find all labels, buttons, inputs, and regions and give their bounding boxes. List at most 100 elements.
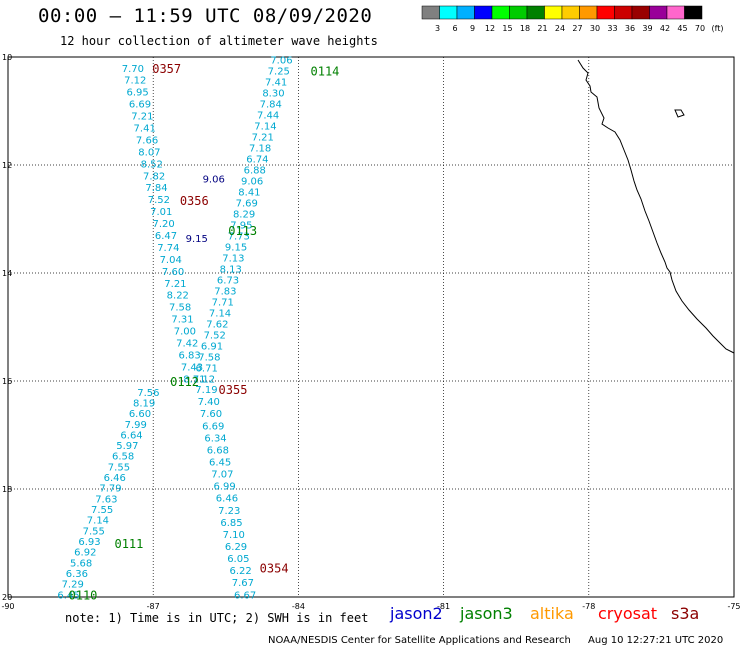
wave-height-value: 6.60	[129, 409, 151, 420]
wave-height-value: 7.14	[87, 516, 109, 527]
wave-height-value: 8.13	[220, 264, 242, 275]
scale-label: 9	[470, 24, 475, 33]
wave-height-value: 7.52	[204, 330, 226, 341]
lon-tick-label: -78	[582, 602, 595, 611]
wave-height-value: 6.93	[78, 537, 100, 548]
scale-swatch	[684, 5, 703, 20]
scale-label: 30	[590, 24, 600, 33]
wave-height-value: 7.99	[125, 420, 147, 431]
wave-height-value: 6.99	[214, 482, 236, 493]
wave-height-value: 7.07	[211, 470, 233, 481]
wave-height-value: 7.40	[198, 397, 220, 408]
scale-swatch	[491, 5, 510, 20]
wave-height-value: 7.55	[83, 526, 105, 537]
wave-height-value: 7.31	[171, 315, 193, 326]
wave-height-value: 7.25	[268, 67, 290, 78]
lat-tick-label: 16	[2, 377, 12, 386]
lon-tick-label: -81	[437, 602, 450, 611]
wave-height-value: 6.45	[209, 458, 231, 469]
graticule	[8, 57, 734, 597]
footer-timestamp: Aug 10 12:27:21 UTC 2020	[588, 635, 724, 646]
footnote: note: 1) Time is in UTC; 2) SWH is in fe…	[65, 611, 369, 625]
pass-id-label: 0114	[311, 65, 340, 79]
scale-swatch	[544, 5, 563, 20]
wave-height-value: 8.22	[167, 291, 189, 302]
scale-label: 3	[435, 24, 440, 33]
wave-height-value: 6.58	[112, 452, 134, 463]
page-subtitle: 12 hour collection of altimeter wave hei…	[60, 34, 378, 48]
wave-height-value: 7.69	[236, 199, 258, 210]
track-0357: 7.707.126.956.697.217.417.668.078.527.82…	[122, 64, 206, 385]
wave-height-value: 7.60	[162, 267, 184, 278]
lat-tick-label: 12	[2, 161, 12, 170]
lon-tick-label: -84	[292, 602, 305, 611]
track-0112: 7.568.196.607.996.645.976.587.556.467.79…	[57, 388, 159, 602]
wave-height-high-value: 9.06	[203, 175, 225, 186]
scale-swatch	[596, 5, 615, 20]
wave-height-value: 7.14	[254, 122, 276, 133]
pass-labels: 0357 0114 0356 0113 0112 0355 0111 0354 0110	[69, 62, 340, 602]
wave-height-value: 6.69	[202, 421, 224, 432]
wave-height-value: 6.95	[126, 88, 148, 99]
wave-height-value: 7.84	[145, 183, 167, 194]
wave-height-value: 7.79	[99, 484, 121, 495]
wave-height-value: 7.21	[252, 133, 274, 144]
wave-height-value: 7.71	[212, 297, 234, 308]
wave-height-value: 7.82	[143, 171, 165, 182]
scale-label: 27	[572, 24, 582, 33]
map-frame	[7, 56, 735, 598]
scale-label: 36	[625, 24, 635, 33]
pass-id-label: 0110	[69, 588, 98, 602]
wave-height-value: 8.41	[238, 188, 260, 199]
scale-label: 15	[502, 24, 512, 33]
scale-label: 18	[520, 24, 530, 33]
wave-height-value: 6.34	[204, 433, 226, 444]
wave-height-value: 7.41	[265, 78, 287, 89]
footer-credit: NOAA/NESDIS Center for Satellite Applica…	[268, 635, 723, 646]
pass-id-label: 0111	[114, 537, 143, 551]
pass-id-label: 0112	[170, 375, 199, 389]
wave-height-value: 6.68	[207, 445, 229, 456]
wave-height-value: 7.55	[108, 462, 130, 473]
scale-swatch	[649, 5, 668, 20]
legend-jason2: jason2	[390, 604, 443, 623]
footer-agency: NOAA/NESDIS Center for Satellite Applica…	[268, 635, 571, 646]
wave-height-value: 7.29	[62, 580, 84, 591]
track-0114: 7.067.257.418.307.847.447.147.217.186.74…	[193, 56, 293, 386]
scale-label: 6	[452, 24, 457, 33]
wave-height-value: 7.20	[152, 219, 174, 230]
pass-id-label: 0355	[219, 383, 248, 397]
wave-height-value: 7.18	[249, 144, 271, 155]
wave-height-value: 7.58	[169, 303, 191, 314]
wave-height-value: 7.01	[150, 207, 172, 218]
wave-height-value: 6.73	[217, 275, 239, 286]
wave-height-high-value: 9.15	[186, 234, 208, 245]
wave-height-value: 7.58	[198, 352, 220, 363]
legend-s3a: s3a	[671, 604, 700, 623]
wave-height-value: 7.19	[195, 385, 217, 396]
wave-height-value: 7.21	[131, 112, 153, 123]
wave-height-value: 6.46	[104, 473, 126, 484]
wave-height-value: 9.06	[241, 177, 263, 188]
wave-height-value: 6.29	[225, 542, 247, 553]
wave-height-value: 7.63	[95, 494, 117, 505]
wave-height-value: 6.47	[155, 231, 177, 242]
wave-height-value: 7.12	[124, 76, 146, 87]
pass-id-label: 0357	[152, 62, 181, 76]
wave-height-value: 7.55	[91, 505, 113, 516]
wave-height-value: 6.67	[234, 590, 256, 601]
wave-height-value: 7.67	[232, 578, 254, 589]
wave-height-value: 5.68	[70, 558, 92, 569]
wave-height-value: 6.05	[227, 554, 249, 565]
lat-tick-label: 18	[2, 485, 12, 494]
lon-tick-label: -75	[727, 602, 740, 611]
scale-swatch	[666, 5, 685, 20]
scale-swatch	[614, 5, 633, 20]
wave-height-value: 6.69	[129, 100, 151, 111]
lon-tick-label: -90	[1, 602, 14, 611]
wave-height-value: 8.11	[183, 374, 205, 385]
wave-height-value: 6.45	[57, 590, 79, 601]
pass-id-label: 0354	[260, 561, 289, 575]
wave-height-value: 7.23	[218, 506, 240, 517]
